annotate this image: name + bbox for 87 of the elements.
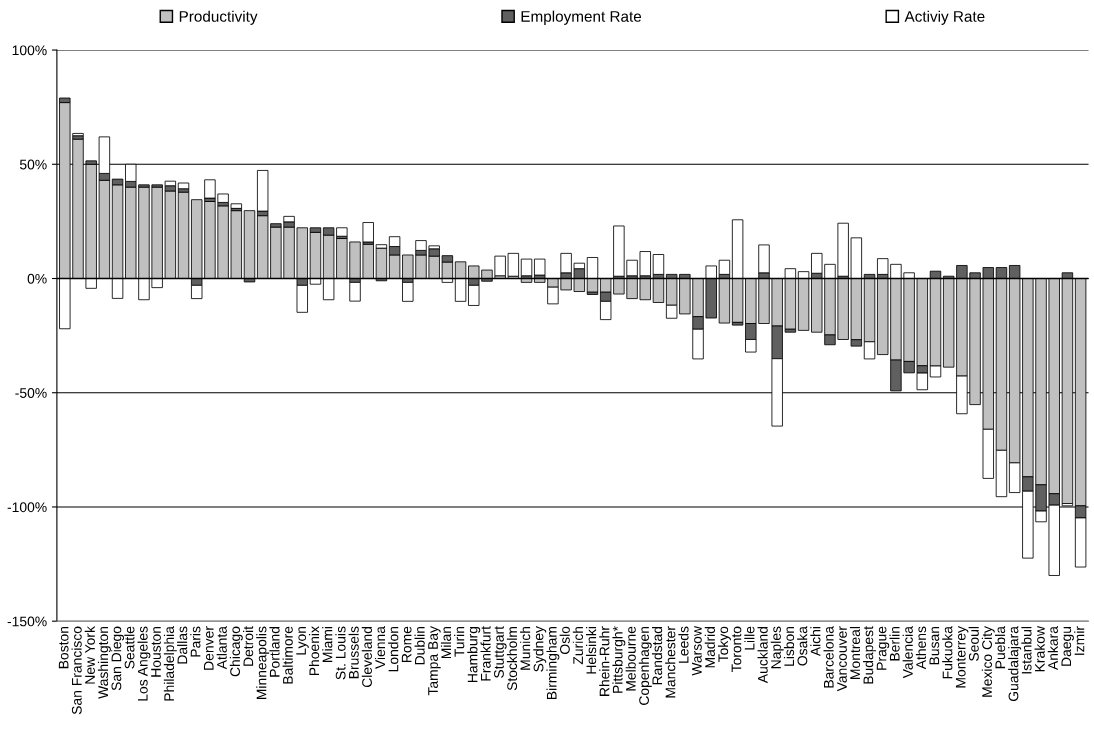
x-tick-label: Pittsburgh* [612,626,626,693]
x-tick-label: Dallas [177,626,188,664]
x-tick-label: Detroit [243,626,254,666]
x-tick-label: New York [84,626,95,684]
x-tick-label: Stockholm [506,626,518,691]
x-tick-label: Tokyo [717,626,731,663]
y-tick-label: 0% [27,273,47,284]
x-tick-label: Zurich [572,626,584,665]
x-tick-label: Montreal [849,626,861,679]
x-tick-label: Vienna [374,626,386,669]
legend-label: Activiy Rate [904,10,985,25]
x-tick-label: Daegu [1061,626,1074,666]
x-tick-label: Warsow [692,626,702,676]
x-tick-label: Ankara [1047,626,1058,671]
x-tick-label: Prague [876,626,890,670]
x-tick-label: Portland [269,626,280,677]
x-tick-label: Atlanta [216,626,227,670]
x-tick-label: Milan [440,626,452,659]
x-tick-label: Brussels [348,626,359,679]
x-tick-label: Athens [915,626,927,670]
x-tick-label: Oslo [559,626,570,654]
x-tick-label: Phoenix [308,626,320,676]
x-tick-label: Lille [744,626,755,650]
x-tick-label: Aichi [810,626,821,657]
x-tick-label: Helsinki [586,626,597,674]
x-tick-label: Istanbul [1021,626,1032,674]
x-tick-label: Puebla [994,626,1006,669]
x-tick-label: Cleveland [361,626,372,688]
x-tick-label: Randstad [651,626,663,685]
x-tick-label: Melbourne [625,626,636,691]
x-tick-label: Valencia [902,626,913,679]
y-tick-label: 50% [19,159,47,170]
x-tick-label: Houston [151,626,161,677]
x-tick-label: Budapest [863,626,877,684]
x-tick-label: San Francisco [71,626,82,715]
x-tick-label: Monterrey [955,626,969,688]
x-tick-label: Vancouver [837,626,847,692]
y-tick-label: 100% [12,45,47,56]
x-tick-label: Dublin [414,626,425,665]
x-tick-label: Guadalajara [1008,626,1022,702]
x-tick-label: Izmir [1074,626,1085,655]
x-tick-label: Frankfurt [480,626,491,681]
x-tick-label: Mexico City [981,626,995,697]
x-tick-label: Barcelona [823,626,834,688]
y-tick-label: -100% [7,502,47,513]
x-tick-label: Busan [929,626,940,665]
x-tick-label: Sydney [533,626,547,672]
x-tick-label: Seattle [124,626,135,669]
x-tick-label: Lyon [296,626,309,655]
x-tick-label: Fukuoka [942,626,953,679]
x-tick-label: Stuttgart [494,626,507,678]
y-tick-label: -50% [15,388,47,398]
x-tick-label: Seoul [968,626,979,661]
y-tick-label: -150% [7,616,47,627]
x-tick-label: Denver [203,626,214,670]
legend-label: Productivity [179,10,258,25]
x-tick-label: Philadelphia [163,626,177,701]
x-tick-label: Osaka [797,626,808,666]
x-tick-label: Hamburg [467,626,481,683]
x-tick-label: St. Louis [335,626,346,680]
x-tick-label: Madrid [704,626,715,668]
x-tick-label: Tampa Bay [428,626,441,696]
x-tick-label: Minneapolis [256,626,270,700]
x-tick-label: Baltimore [282,626,293,684]
x-tick-label: Auckland [757,626,768,684]
x-tick-label: Lisbon [783,626,795,666]
x-tick-label: Rome [401,626,412,662]
x-tick-label: London [388,626,399,672]
x-tick-label: Chicago [229,626,243,677]
x-tick-label: Manchester [665,626,676,698]
x-tick-label: Berlin [889,626,900,661]
x-tick-label: Paris [190,626,201,657]
x-tick-label: Naples [770,626,784,669]
x-tick-label: Boston [58,626,69,669]
x-tick-label: Miami [322,626,333,662]
x-tick-label: Turin [454,626,465,657]
legend-label: Employment Rate [521,10,642,25]
x-tick-label: Rhein-Ruhr [599,626,610,696]
x-tick-label: Toronto [731,626,742,673]
x-tick-label: Birmingham [546,626,560,699]
x-tick-label: Krakow [1034,626,1045,672]
x-tick-label: Washington [97,626,111,699]
x-tick-label: San Diego [111,626,125,691]
x-tick-label: Munich [520,626,531,670]
x-tick-label: Leeds [678,626,689,663]
x-tick-label: Los Angeles [137,626,151,701]
x-tick-label: Copenhagen [638,626,652,705]
